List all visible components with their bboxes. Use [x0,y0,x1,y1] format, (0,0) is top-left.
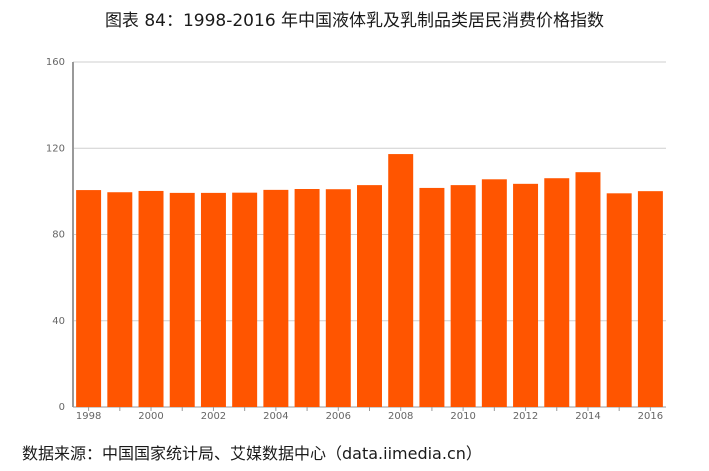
x-tick-label: 2014 [575,411,600,422]
bar [294,189,320,407]
y-tick-label: 0 [59,402,65,413]
y-tick-label: 80 [52,230,65,241]
bar [544,178,570,407]
bar [481,179,507,407]
x-tick-label: 1998 [76,411,101,422]
x-tick-label: 2002 [201,411,226,422]
x-tick-label: 2012 [513,411,538,422]
bar [419,187,445,407]
bar [263,189,289,407]
bar [325,189,351,407]
bar [76,190,102,407]
bar [169,192,195,407]
y-tick-label: 40 [52,316,65,327]
x-tick-label: 2010 [450,411,475,422]
bar [575,172,601,407]
bar [606,193,632,407]
bar [637,191,663,407]
x-tick-label: 2008 [388,411,413,422]
bar [388,154,414,407]
bar [138,190,164,407]
x-tick-label: 2016 [638,411,663,422]
chart-title: 图表 84：1998-2016 年中国液体乳及乳制品类居民消费价格指数 [104,11,605,31]
y-tick-label: 120 [46,143,65,154]
data-source-note: 数据来源：中国国家统计局、艾媒数据中心（data.iimedia.cn） [22,444,482,463]
x-tick-label: 2004 [263,411,288,422]
x-tick-label: 2000 [138,411,163,422]
bar [450,185,476,407]
x-tick-label: 2006 [326,411,351,422]
bar [200,192,226,407]
bar [513,183,539,407]
y-tick-label: 160 [46,57,65,68]
bar [232,192,258,407]
bar [107,192,133,407]
bar [357,185,382,407]
